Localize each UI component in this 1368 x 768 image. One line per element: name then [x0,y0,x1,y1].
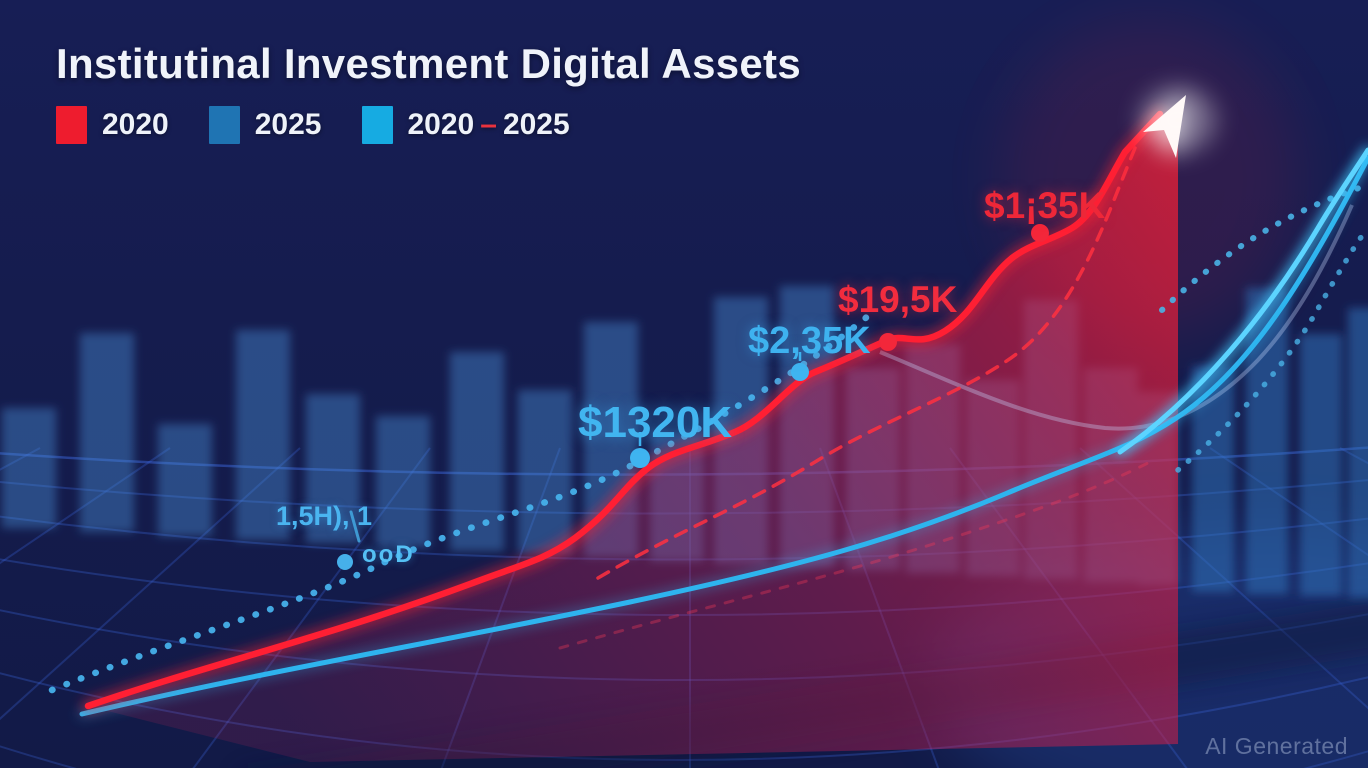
point-markers [337,224,1049,570]
legend-label: 2020 [102,108,169,141]
point-label-1320k: $1320K [578,398,733,447]
legend-item-2020: 2020 [56,106,169,144]
legend-label: 2025 [254,108,322,141]
legend-item-2025: 2025 [208,106,322,144]
dotted-projection-line [48,312,872,694]
up-arrow-icon [1140,86,1216,158]
red-dashed-line [558,146,1152,650]
red-area-fill [88,114,1178,762]
red-line [81,107,1167,713]
cyan-line [77,146,1368,719]
point-label-195k: $19,5K [838,279,958,320]
legend-range-start: 2020 [407,108,475,141]
legend-range-end: 2025 [502,108,570,141]
legend-range-dash: – [480,108,497,141]
legend-label-range: 2020–2025 [408,108,570,142]
ai-generated-watermark: AI Generated [1205,733,1348,759]
chart-title: Institutinal Investment Digital Assets [56,40,801,87]
point-label-135k: $1¡35K [984,185,1106,226]
point-label-235k: $2,35K [748,320,871,362]
legend-swatch-cyan [361,106,393,144]
point-label-15h: 1,5H), 1 [276,501,373,531]
legend: 2020 2025 2020–2025 [56,106,570,144]
legend-swatch-blue [208,106,240,144]
legend-item-range: 2020–2025 [361,106,570,144]
dotted-arcs [1159,182,1368,473]
legend-swatch-red [56,106,87,144]
point-label-ood: ooD [362,541,415,568]
